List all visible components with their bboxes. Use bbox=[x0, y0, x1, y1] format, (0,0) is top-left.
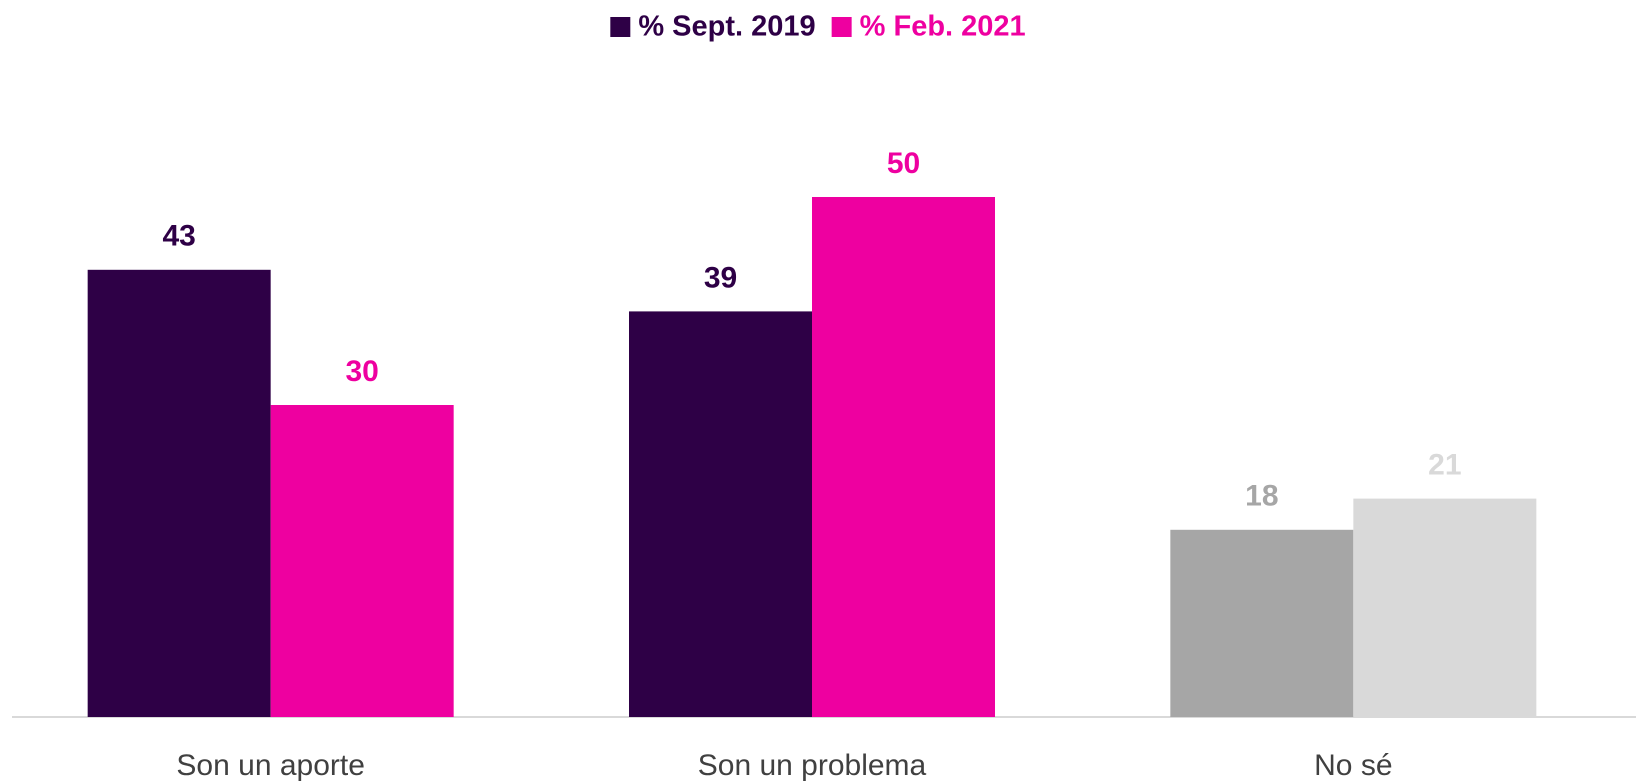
data-label: 43 bbox=[162, 220, 195, 253]
data-label: 39 bbox=[704, 261, 737, 294]
data-label: 21 bbox=[1428, 449, 1461, 482]
x-tick-label: Son un aporte bbox=[176, 749, 364, 782]
data-label: 18 bbox=[1245, 480, 1278, 513]
legend-label: % Feb. 2021 bbox=[860, 11, 1026, 43]
bar bbox=[87, 269, 271, 717]
bar bbox=[812, 197, 995, 717]
legend-label: % Sept. 2019 bbox=[638, 11, 815, 43]
x-tick-label: Son un problema bbox=[698, 749, 927, 782]
bar bbox=[629, 311, 812, 717]
legend-swatch bbox=[831, 17, 852, 37]
bar bbox=[1170, 529, 1354, 717]
legend: % Sept. 2019 % Feb. 2021 bbox=[610, 11, 1026, 43]
legend-swatch bbox=[610, 17, 631, 37]
bar bbox=[1353, 498, 1537, 717]
x-tick-label: No sé bbox=[1314, 749, 1392, 782]
data-label: 30 bbox=[345, 355, 378, 388]
bar bbox=[270, 405, 454, 717]
data-label: 50 bbox=[887, 147, 920, 180]
